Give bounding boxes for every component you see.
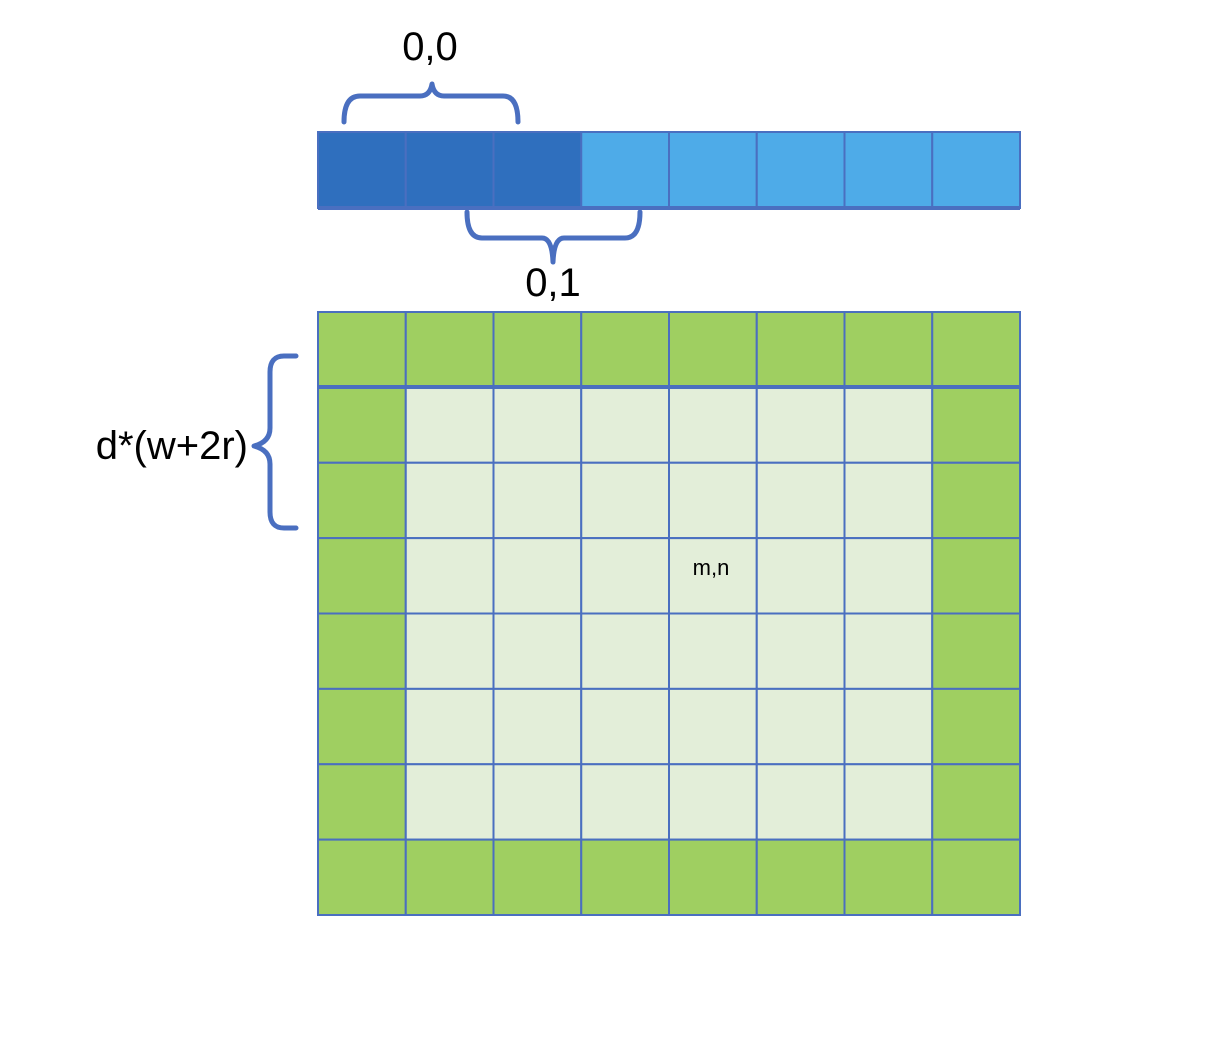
window-0-1-bracket — [464, 209, 643, 265]
strip-cell — [843, 131, 934, 209]
grid-padding-cell — [931, 763, 1021, 841]
grid-interior-cell — [755, 386, 846, 464]
grid-padding-cell — [931, 612, 1021, 690]
grid-padding-cell — [317, 386, 407, 464]
grid-padding-cell — [668, 311, 758, 389]
grid-padding-cell — [317, 687, 407, 766]
grid-padding-cell — [317, 763, 407, 841]
grid-interior-cell — [755, 763, 846, 841]
grid-interior-cell — [580, 386, 670, 464]
grid-padding-cell — [317, 311, 407, 389]
strip-cell — [492, 131, 583, 209]
grid-interior-cell — [404, 687, 495, 766]
grid-interior-cell — [404, 537, 495, 615]
grid-interior-cell — [404, 763, 495, 841]
grid-interior-cell — [843, 537, 934, 615]
grid-interior-cell — [668, 386, 758, 464]
grid-padding-cell — [843, 311, 934, 389]
grid-interior-cell — [580, 537, 670, 615]
memory-strip — [317, 131, 1021, 210]
grid-interior-cell — [755, 687, 846, 766]
grid-interior-cell — [755, 537, 846, 615]
grid-interior-cell — [492, 687, 583, 766]
grid-padding-cell — [492, 838, 583, 916]
grid-padding-cell — [580, 311, 670, 389]
grid-interior-cell — [843, 687, 934, 766]
grid-interior-cell — [843, 461, 934, 540]
grid-padding-cell — [931, 386, 1021, 464]
grid-padding-cell — [317, 838, 407, 916]
grid-interior-cell — [580, 461, 670, 540]
strip-cell — [404, 131, 495, 209]
grid-padding-cell — [755, 838, 846, 916]
grid-interior-cell — [580, 763, 670, 841]
padded-grid — [317, 311, 1021, 916]
grid-padding-cell — [931, 537, 1021, 615]
grid-interior-cell — [492, 537, 583, 615]
grid-padding-cell — [404, 838, 495, 916]
strip-cell — [580, 131, 670, 209]
grid-interior-cell — [668, 612, 758, 690]
grid-interior-cell — [492, 386, 583, 464]
grid-interior-cell — [843, 612, 934, 690]
grid-padding-cell — [317, 461, 407, 540]
window-0-0-bracket — [341, 81, 521, 125]
grid-interior-cell — [843, 763, 934, 841]
grid-padding-cell — [843, 838, 934, 916]
grid-interior-cell — [755, 612, 846, 690]
grid-padding-cell — [931, 838, 1021, 916]
grid-interior-cell — [404, 386, 495, 464]
window-0-1-label: 0,1 — [525, 261, 581, 305]
grid-interior-cell — [492, 461, 583, 540]
row-span-label: d*(w+2r) — [96, 424, 248, 468]
grid-padding-cell — [931, 461, 1021, 540]
cell-m-n-label: m,n — [693, 555, 730, 580]
grid-interior-cell — [492, 763, 583, 841]
grid-interior-cell — [843, 386, 934, 464]
grid-interior-cell — [492, 612, 583, 690]
grid-padding-cell — [755, 311, 846, 389]
window-0-0-label: 0,0 — [402, 25, 458, 69]
grid-interior-cell — [668, 687, 758, 766]
grid-padding-cell — [317, 612, 407, 690]
grid-interior-cell — [755, 461, 846, 540]
strip-cell — [668, 131, 758, 209]
grid-padding-cell — [931, 311, 1021, 389]
strip-cell — [317, 131, 407, 209]
grid-padding-cell — [668, 838, 758, 916]
row-span-brace — [251, 353, 299, 531]
grid-padding-cell — [931, 687, 1021, 766]
grid-interior-cell — [404, 612, 495, 690]
grid-interior-cell — [580, 612, 670, 690]
grid-padding-cell — [580, 838, 670, 916]
grid-interior-cell — [668, 763, 758, 841]
grid-padding-cell — [492, 311, 583, 389]
grid-interior-cell — [668, 461, 758, 540]
grid-padding-cell — [317, 537, 407, 615]
grid-interior-cell — [404, 461, 495, 540]
grid-interior-cell — [580, 687, 670, 766]
strip-cell — [755, 131, 846, 209]
grid-padding-cell — [404, 311, 495, 389]
strip-cell — [931, 131, 1021, 209]
